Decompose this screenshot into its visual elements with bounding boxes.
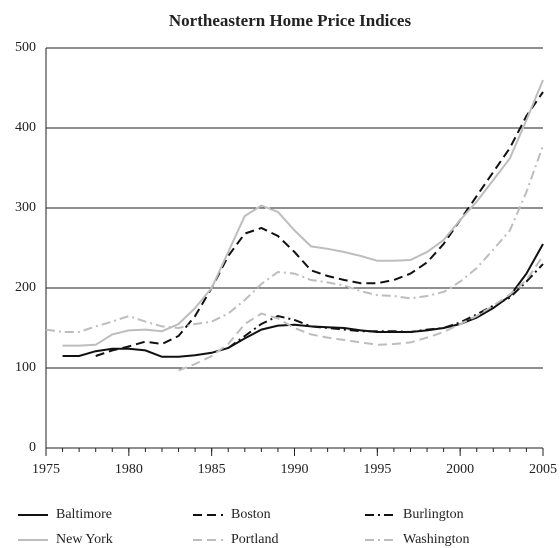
x-tick-label: 1995 <box>363 462 391 477</box>
legend-label: Washington <box>403 532 470 547</box>
legend-label: New York <box>56 532 113 547</box>
x-tick-label: 2000 <box>446 462 474 477</box>
legend-label: Boston <box>231 507 271 522</box>
series-line <box>45 145 544 333</box>
legend-label: Burlington <box>403 507 464 522</box>
x-tick-label: 1985 <box>198 462 226 477</box>
y-tick-label: 400 <box>15 120 36 135</box>
x-tick-label: 2005 <box>529 462 557 477</box>
legend-label: Portland <box>231 532 278 547</box>
series-line <box>62 79 544 347</box>
series-line <box>227 263 544 349</box>
y-tick-label: 0 <box>29 440 36 455</box>
y-tick-label: 200 <box>15 280 36 295</box>
y-tick-label: 500 <box>15 40 36 55</box>
y-tick-label: 300 <box>15 200 36 215</box>
series-line <box>178 255 544 372</box>
x-tick-label: 1975 <box>32 462 60 477</box>
series-line <box>95 91 544 357</box>
x-tick-label: 1990 <box>281 462 309 477</box>
x-tick-label: 1980 <box>115 462 143 477</box>
y-tick-label: 100 <box>15 360 36 375</box>
legend-label: Baltimore <box>56 507 112 522</box>
chart-title: Northeastern Home Price Indices <box>169 11 412 30</box>
